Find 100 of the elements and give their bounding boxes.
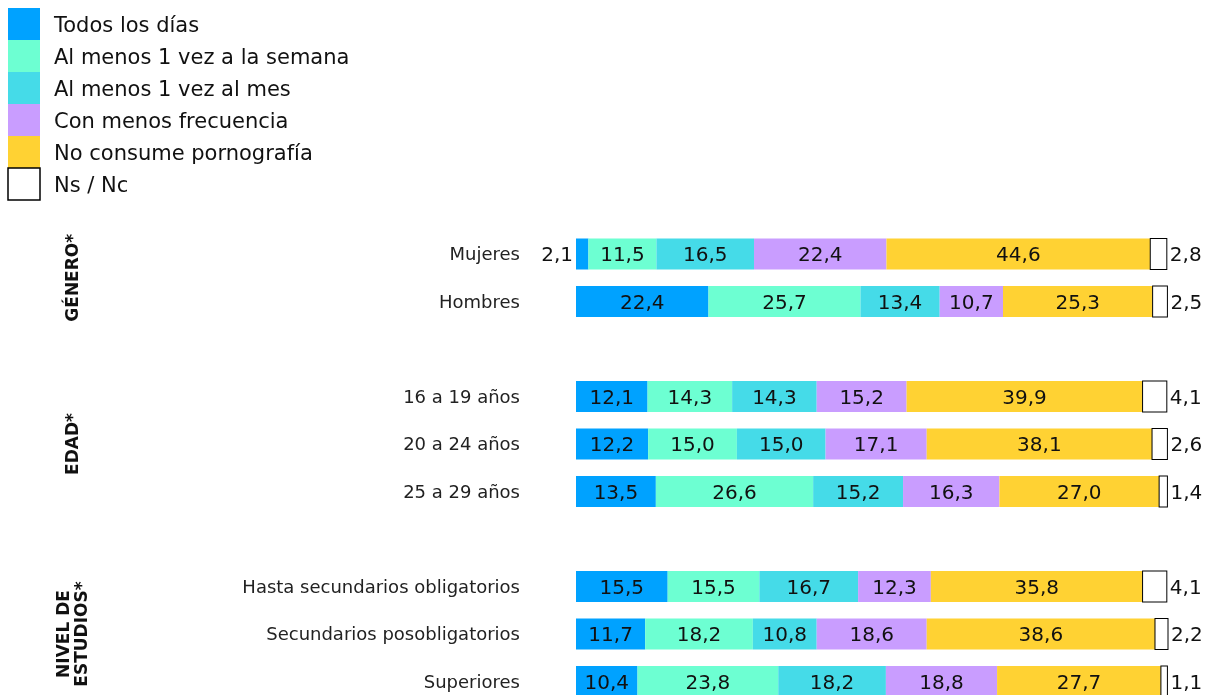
text: GÉNERO* (60, 233, 82, 322)
bar (648, 428, 737, 460)
bar (926, 618, 1155, 650)
data-label: 23,8 (685, 669, 731, 694)
data-label: 27,7 (1056, 669, 1102, 694)
data-label: 2,1 (541, 242, 573, 267)
data-label: 16,3 (928, 479, 974, 504)
bar (1149, 238, 1168, 270)
data-label: 22,4 (797, 242, 843, 267)
data-label: 12,3 (872, 574, 917, 599)
bar (926, 428, 1153, 460)
data-label: 11,7 (588, 622, 633, 647)
data-label: 17,1 (853, 432, 899, 457)
bar (576, 238, 589, 270)
y-tick-label: Hasta secundarios obligatorios (242, 575, 520, 597)
bar (588, 238, 657, 270)
bar (886, 238, 1151, 270)
bar (860, 286, 940, 317)
bar (778, 666, 886, 695)
data-label: 25,7 (762, 289, 807, 314)
data-label: 16,7 (786, 574, 831, 599)
bar (1142, 380, 1168, 413)
data-label: 1,1 (1170, 669, 1203, 694)
bar (576, 618, 646, 650)
bar (732, 381, 817, 412)
data-label: 4,1 (1169, 384, 1202, 409)
legend-label: No consume pornografía (54, 140, 313, 165)
y-tick-label: Mujeres (449, 243, 520, 265)
bar (997, 666, 1161, 695)
bar (816, 381, 907, 412)
text: NIVEL DE ESTUDIOS* (52, 581, 92, 687)
bar (813, 476, 904, 507)
bar (1003, 286, 1153, 317)
data-label: 1,4 (1170, 479, 1203, 504)
data-label: 39,9 (1002, 384, 1047, 409)
legend-label: Al menos 1 vez al mes (54, 76, 291, 101)
data-label: 10,4 (584, 669, 630, 694)
y-tick-label: 20 a 24 años (403, 433, 520, 455)
bar (667, 571, 760, 602)
data-label: 15,0 (670, 432, 715, 457)
bar (655, 476, 814, 507)
bar (1142, 570, 1168, 603)
bar (656, 238, 755, 270)
bar (1152, 285, 1168, 318)
data-label: 16,5 (682, 242, 728, 267)
data-label: 2,2 (1171, 622, 1203, 647)
data-label: 12,2 (589, 432, 635, 457)
data-label: 15,5 (691, 574, 736, 599)
data-label: 15,0 (758, 432, 804, 457)
bar (1151, 428, 1168, 460)
data-label: 15,5 (599, 574, 645, 599)
legend-label: Ns / Nc (54, 172, 129, 197)
y-tick-label: Secundarios posobligatorios (266, 623, 520, 645)
data-label: 18,2 (809, 669, 855, 694)
data-label: 10,8 (762, 622, 808, 647)
bar (645, 618, 753, 650)
data-label: 26,6 (712, 479, 757, 504)
y-tick-label: Superiores (423, 670, 520, 692)
bar (754, 238, 887, 270)
data-label: 38,1 (1017, 432, 1062, 457)
bar (708, 286, 861, 317)
data-label: 15,2 (835, 479, 881, 504)
data-label: 12,1 (589, 384, 635, 409)
legend-label: Con menos frecuencia (54, 108, 289, 133)
data-label: 2,8 (1169, 242, 1202, 267)
bar (816, 618, 927, 650)
data-label: 13,4 (877, 289, 923, 314)
bar (576, 381, 648, 412)
data-label: 38,6 (1018, 622, 1064, 647)
text: EDAD* (61, 412, 82, 475)
bar (1154, 618, 1169, 650)
bar (576, 286, 709, 317)
bar (999, 476, 1160, 507)
bar (576, 476, 656, 507)
bar (576, 571, 668, 602)
data-label: 18,6 (849, 622, 894, 647)
bar (885, 666, 998, 695)
data-label: 2,5 (1170, 289, 1203, 314)
bar (858, 571, 931, 602)
bar (1158, 475, 1168, 508)
data-label: 14,3 (752, 384, 797, 409)
bar (903, 476, 1000, 507)
data-label: 18,8 (919, 669, 964, 694)
data-label: 44,6 (996, 242, 1041, 267)
data-label: 13,5 (593, 479, 639, 504)
data-label: 25,3 (1055, 289, 1101, 314)
legend-label: Todos los días (53, 12, 200, 37)
bar (930, 571, 1143, 602)
data-label: 2,6 (1170, 432, 1203, 457)
data-label: 10,7 (949, 289, 994, 314)
data-label: 27,0 (1057, 479, 1102, 504)
bar (647, 381, 733, 412)
bar (736, 428, 826, 460)
data-label: 4,1 (1169, 574, 1202, 599)
data-label: 22,4 (619, 289, 665, 314)
bar (906, 381, 1143, 412)
y-tick-label: 25 a 29 años (403, 480, 520, 502)
bar (825, 428, 927, 460)
data-label: 18,2 (676, 622, 722, 647)
data-label: 14,3 (667, 384, 713, 409)
